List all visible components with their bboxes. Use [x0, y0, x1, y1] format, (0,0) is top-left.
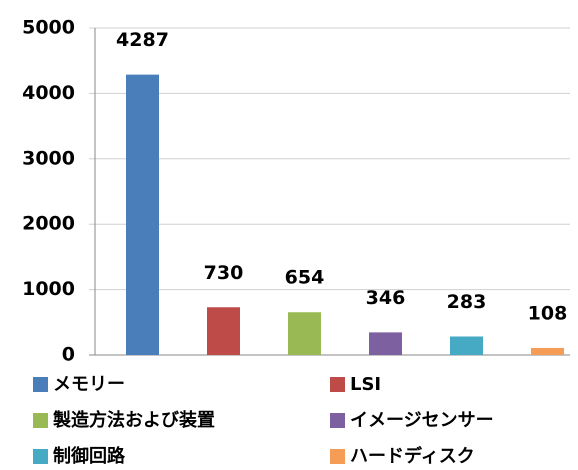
legend-swatch — [33, 377, 48, 392]
data-label: 4287 — [116, 29, 169, 51]
bar — [288, 312, 321, 355]
y-tick-label: 2000 — [22, 213, 75, 235]
legend-swatch — [330, 377, 345, 392]
y-tick-label: 1000 — [22, 278, 75, 300]
legend-swatch — [330, 413, 345, 428]
y-tick-label: 0 — [62, 344, 75, 366]
legend-label: イメージセンサー — [350, 410, 494, 431]
y-tick-label: 3000 — [22, 147, 75, 169]
bar — [531, 347, 564, 355]
data-label: 283 — [447, 291, 487, 313]
bar — [369, 332, 402, 355]
legend-label: 製造方法および装置 — [52, 409, 215, 431]
bar — [450, 336, 483, 355]
data-label: 730 — [204, 262, 244, 284]
legend-swatch — [330, 449, 345, 464]
legend-swatch — [33, 413, 48, 428]
data-label: 654 — [285, 267, 325, 289]
legend-label: 制御回路 — [53, 445, 126, 467]
legend-swatch — [33, 449, 48, 464]
data-label: 346 — [366, 287, 406, 309]
legend-label: メモリー — [53, 374, 125, 395]
bar — [207, 307, 240, 355]
y-tick-label: 5000 — [22, 17, 75, 39]
bar — [126, 74, 159, 356]
legend-label: ハードディスク — [350, 445, 475, 467]
y-tick-label: 4000 — [22, 82, 75, 104]
data-label: 108 — [528, 302, 568, 324]
legend-label: LSI — [350, 374, 381, 395]
